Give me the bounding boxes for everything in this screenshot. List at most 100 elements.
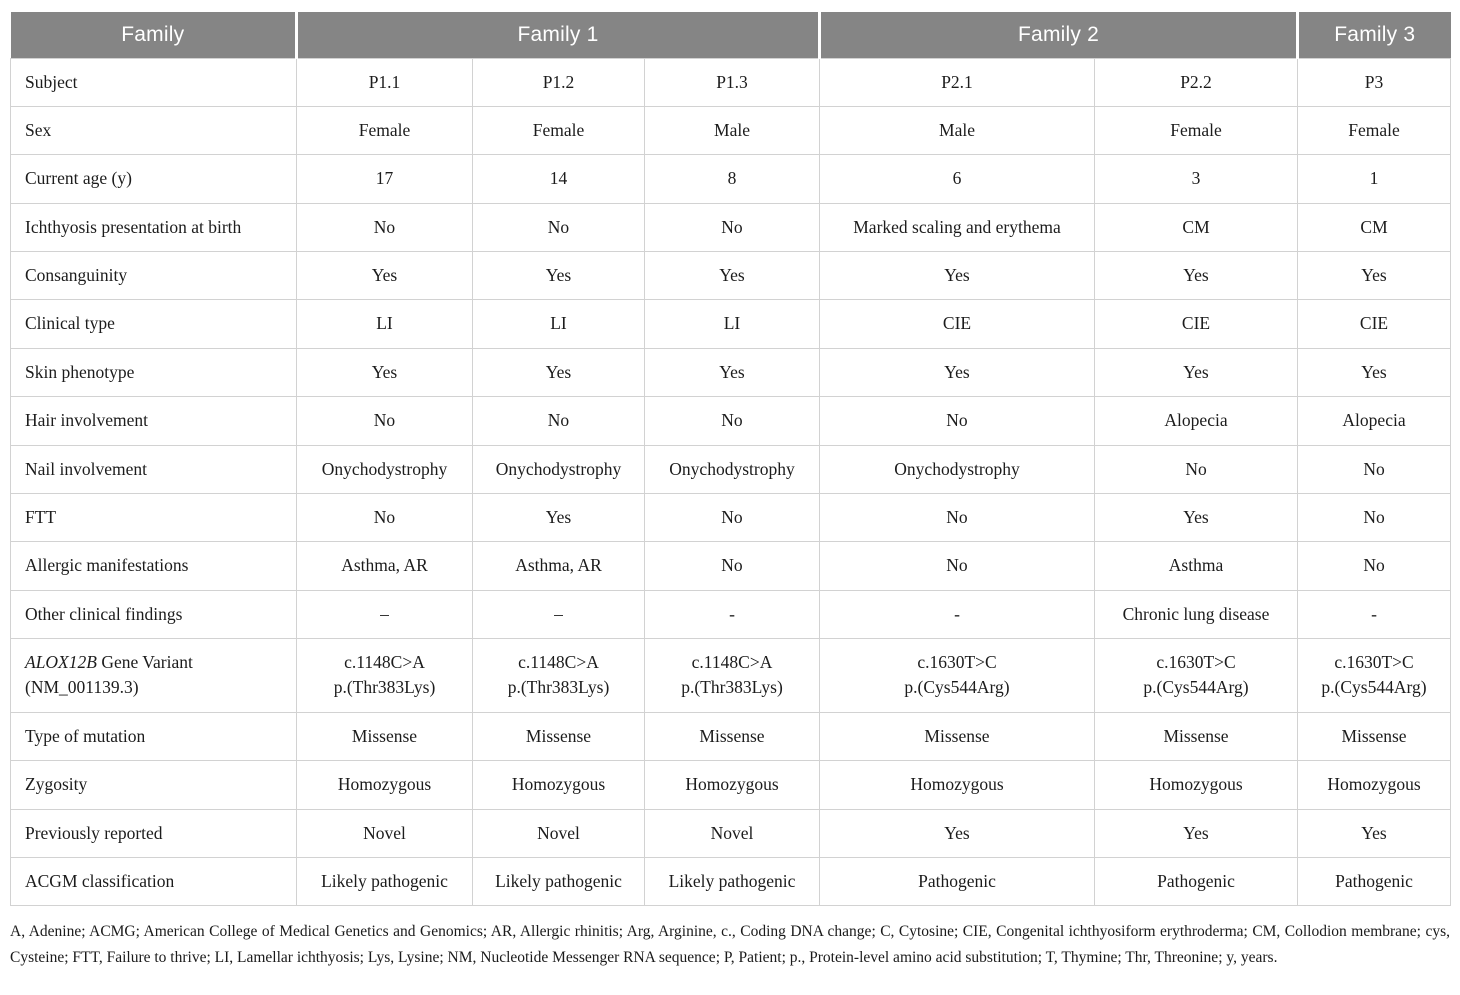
table-cell: - [1297, 589, 1452, 640]
cell-line: c.1148C>A [518, 652, 599, 672]
table-row: Consanguinity Yes Yes Yes Yes Yes Yes [10, 250, 1452, 301]
table-cell: Novel [296, 808, 473, 858]
table-header-row: Family Family 1 Family 2 Family 3 [10, 12, 1451, 58]
table-cell: No [1297, 444, 1452, 494]
table-cell: No [296, 202, 473, 253]
table-cell: No [1297, 541, 1452, 591]
table-cell: - [644, 589, 820, 640]
cell-line: p.(Thr383Lys) [507, 677, 610, 698]
table-row: Nail involvement Onychodystrophy Onychodys… [10, 444, 1452, 494]
row-label: Consanguinity [10, 250, 297, 301]
table-cell: Female [472, 105, 645, 156]
table-row: Subject P1.1 P1.2 P1.3 P2.1 P2.2 P3 [10, 57, 1452, 107]
gene-label-rest: Gene Variant [96, 652, 193, 672]
table-cell: Yes [1093, 492, 1299, 543]
table-cell: No [472, 202, 645, 253]
cell-line: p.(Thr383Lys) [681, 677, 783, 698]
table-cell: c.1148C>A p.(Thr383Lys) [472, 638, 645, 713]
table-cell: Yes [819, 250, 1095, 301]
table-cell: - [819, 589, 1095, 640]
abbreviations-footnote: A, Adenine; ACMG; American College of Me… [10, 923, 1450, 967]
table-cell: No [472, 396, 645, 446]
table-cell: Marked scaling and erythema [819, 202, 1095, 253]
table-cell: 17 [296, 154, 473, 204]
table-cell: 14 [472, 154, 645, 204]
table-cell: 6 [819, 154, 1095, 204]
table-cell: No [644, 202, 820, 253]
table-cell: Homozygous [644, 760, 820, 810]
table-cell: Onychodystrophy [296, 444, 473, 494]
table-cell: – [296, 589, 473, 640]
table-cell: Homozygous [1093, 760, 1299, 810]
row-label: Clinical type [10, 299, 297, 349]
table-cell: 1 [1297, 154, 1452, 204]
table-cell: No [644, 396, 820, 446]
table-row: Other clinical findings – – - - Chronic lung … [10, 589, 1452, 640]
table-cell: CM [1297, 202, 1452, 253]
row-label: FTT [10, 492, 297, 543]
table-cell: Female [296, 105, 473, 156]
row-label: ALOX12B Gene Variant (NM_001139.3) [10, 638, 297, 713]
table-cell: Likely pathogenic [472, 856, 645, 907]
table-cell: c.1148C>A p.(Thr383Lys) [296, 638, 473, 713]
table-cell: Homozygous [819, 760, 1095, 810]
row-label: Allergic manifestations [10, 541, 297, 591]
table-cell: c.1630T>C p.(Cys544Arg) [1093, 638, 1299, 713]
table-row: Previously reported Novel Novel Novel Yes Yes… [10, 808, 1452, 858]
table-row: FTT No Yes No No Yes No [10, 492, 1452, 543]
row-label: ACGM classification [10, 856, 297, 907]
header-family: Family [10, 12, 297, 58]
table-cell: No [296, 492, 473, 543]
table-cell: Missense [472, 711, 645, 762]
table-cell: Likely pathogenic [296, 856, 473, 907]
cell-line: p.(Cys544Arg) [1321, 677, 1427, 698]
table-cell: Yes [819, 347, 1095, 398]
table-cell: No [644, 541, 820, 591]
table-cell: c.1148C>A p.(Thr383Lys) [644, 638, 820, 713]
cell-line: c.1148C>A [344, 652, 425, 672]
table-cell: Likely pathogenic [644, 856, 820, 907]
table-cell: Onychodystrophy [819, 444, 1095, 494]
table-cell: Alopecia [1297, 396, 1452, 446]
cell-line: p.(Cys544Arg) [1143, 677, 1249, 698]
table-cell: P2.1 [819, 57, 1095, 107]
row-label: Type of mutation [10, 711, 297, 762]
table-cell: LI [296, 299, 473, 349]
table-row: Sex Female Female Male Male Female Female [10, 105, 1452, 156]
table-cell: Pathogenic [1297, 856, 1452, 907]
table-cell: Yes [1297, 250, 1452, 301]
cell-line: p.(Thr383Lys) [333, 677, 436, 698]
table-row: Type of mutation Missense Missense Missense… [10, 711, 1452, 762]
table-row: Skin phenotype Yes Yes Yes Yes Yes Yes [10, 347, 1452, 398]
table-cell: Yes [1093, 808, 1299, 858]
table-cell: Asthma [1093, 541, 1299, 591]
table-cell: Male [644, 105, 820, 156]
table-cell: Pathogenic [1093, 856, 1299, 907]
table-cell: Asthma, AR [472, 541, 645, 591]
table-cell: Yes [472, 347, 645, 398]
patient-characteristics-table: Family Family 1 Family 2 Family 3 Subjec… [10, 12, 1452, 907]
gene-label-line2: (NM_001139.3) [25, 677, 139, 698]
header-family-1: Family 1 [295, 12, 820, 58]
table-cell: Yes [819, 808, 1095, 858]
table-cell: Male [819, 105, 1095, 156]
table-cell: Novel [644, 808, 820, 858]
table-cell: No [819, 541, 1095, 591]
table-row: Zygosity Homozygous Homozygous Homozygous Ho… [10, 760, 1452, 810]
row-label: Skin phenotype [10, 347, 297, 398]
table-cell: Novel [472, 808, 645, 858]
table-cell: Missense [1297, 711, 1452, 762]
cell-line: c.1630T>C [917, 652, 997, 672]
table-cell: Yes [1297, 347, 1452, 398]
table-cell: Homozygous [296, 760, 473, 810]
table-cell: No [819, 396, 1095, 446]
table-cell: No [644, 492, 820, 543]
row-label: Hair involvement [10, 396, 297, 446]
table-cell: CIE [819, 299, 1095, 349]
table-cell: No [1297, 492, 1452, 543]
table-cell: Chronic lung disease [1093, 589, 1299, 640]
table-cell: – [472, 589, 645, 640]
table-cell: No [1093, 444, 1299, 494]
table-cell: Missense [296, 711, 473, 762]
